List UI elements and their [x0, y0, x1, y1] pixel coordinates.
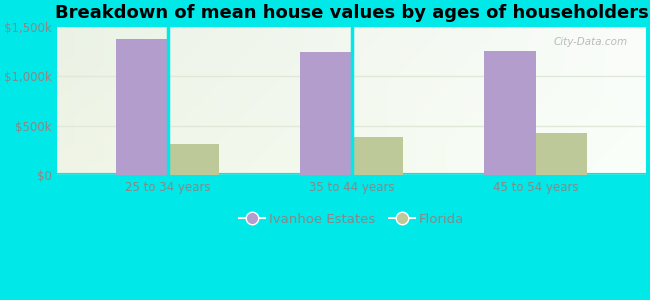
Bar — [536, 133, 587, 176]
Text: City-Data.com: City-Data.com — [554, 37, 628, 47]
Bar — [484, 51, 536, 175]
Legend: Ivanhoe Estates, Florida: Ivanhoe Estates, Florida — [234, 208, 469, 231]
Bar — [300, 52, 352, 176]
Bar — [116, 39, 168, 176]
Bar — [352, 137, 403, 176]
Title: Breakdown of mean house values by ages of householders: Breakdown of mean house values by ages o… — [55, 4, 649, 22]
Bar — [168, 144, 219, 175]
